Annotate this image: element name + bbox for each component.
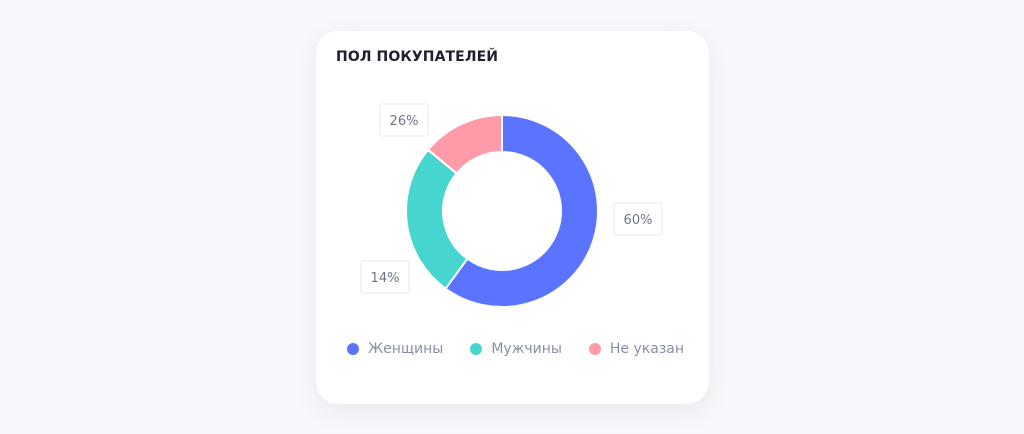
label-text: 26% — [390, 114, 419, 129]
label-box — [360, 260, 410, 294]
label-text: 60% — [624, 213, 653, 228]
label-men: 26% — [379, 103, 429, 137]
customer-gender-card: ПОЛ ПОКУПАТЕЛЕЙ 60% 26% 14% Женщины Мужчин… — [316, 31, 709, 404]
legend-dot — [347, 343, 359, 355]
legend-label: Мужчины — [491, 341, 562, 357]
legend-dot — [470, 343, 483, 355]
label-text: 14% — [371, 271, 400, 286]
legend-label: Женщины — [368, 341, 444, 357]
gender-donut-chart: 60% 26% 14% — [360, 103, 663, 308]
legend-item-women[interactable]: Женщины — [347, 341, 443, 357]
label-women: 60% — [613, 202, 663, 236]
label-unspecified: 14% — [360, 260, 410, 294]
chart-legend: Женщины Мужчины Не указан — [347, 341, 684, 357]
slice-women[interactable] — [444, 113, 599, 308]
label-box — [379, 103, 429, 137]
label-box — [613, 202, 663, 236]
legend-dot — [588, 343, 601, 355]
legend-item-men[interactable]: Мужчины — [470, 341, 562, 357]
chart-title: ПОЛ ПОКУПАТЕЛЕЙ — [336, 49, 499, 65]
legend-item-unspecified[interactable]: Не указан — [588, 341, 684, 357]
legend-label: Не указан — [609, 341, 684, 357]
slice-unspecified[interactable] — [426, 113, 503, 175]
